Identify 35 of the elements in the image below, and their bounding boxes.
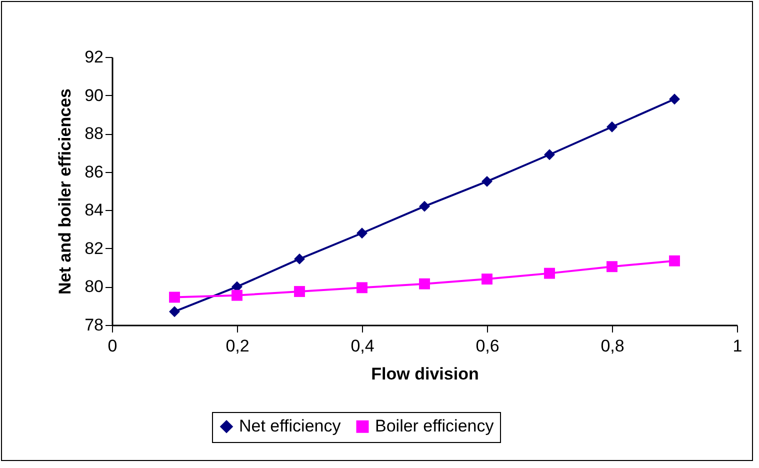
x-tick-label: 0,6 bbox=[476, 336, 500, 356]
point bbox=[356, 228, 368, 239]
point bbox=[544, 268, 555, 279]
x-tick-label: 0,8 bbox=[600, 336, 624, 356]
point bbox=[669, 255, 680, 266]
y-tick-label: 86 bbox=[84, 162, 104, 182]
y-tick-label: 82 bbox=[84, 238, 104, 258]
y-tick-label: 92 bbox=[84, 48, 104, 66]
point bbox=[544, 149, 555, 160]
x-axis-title: Flow division bbox=[371, 364, 479, 384]
point bbox=[169, 306, 180, 318]
point bbox=[482, 274, 492, 285]
point bbox=[169, 292, 180, 303]
x-tick-label: 0 bbox=[108, 336, 118, 356]
legend-label: Boiler efficiency bbox=[375, 416, 494, 436]
y-tick-label: 84 bbox=[84, 200, 104, 220]
point bbox=[606, 261, 618, 272]
point bbox=[294, 286, 305, 297]
point bbox=[356, 282, 368, 294]
x-tick-label: 1 bbox=[732, 336, 742, 356]
y-tick-label: 80 bbox=[84, 277, 104, 296]
x-tick-label: 0,4 bbox=[350, 336, 374, 356]
legend-label: Net efficiency bbox=[239, 416, 342, 436]
point bbox=[232, 290, 242, 301]
y-tick-label: 88 bbox=[84, 124, 104, 144]
point bbox=[669, 94, 680, 105]
y-tick-label: 78 bbox=[84, 316, 104, 334]
point bbox=[294, 253, 305, 264]
point bbox=[419, 278, 430, 290]
y-axis-title: Net and boiler efficiences bbox=[56, 88, 75, 294]
point bbox=[482, 176, 492, 187]
x-tick-label: 0,2 bbox=[226, 336, 250, 356]
point bbox=[606, 121, 618, 132]
y-tick-label: 90 bbox=[84, 86, 104, 105]
point bbox=[419, 200, 430, 212]
